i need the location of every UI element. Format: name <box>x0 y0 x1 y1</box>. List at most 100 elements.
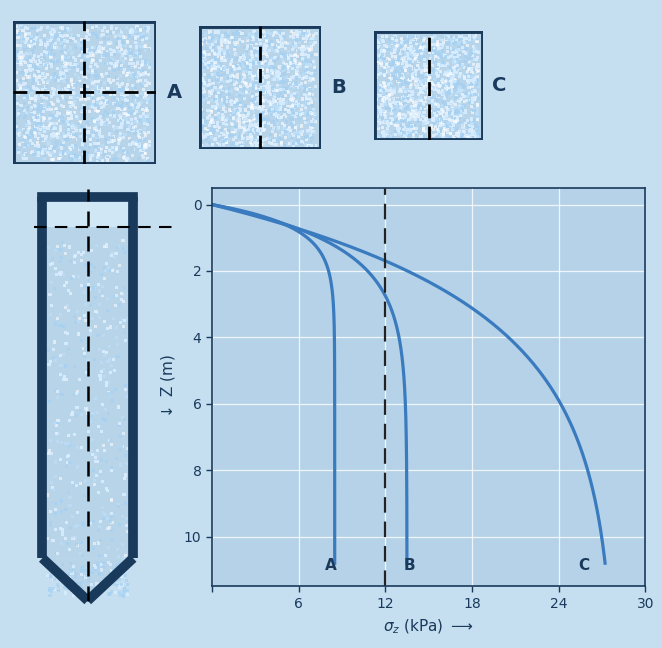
Point <box>115 60 126 71</box>
Point <box>433 75 444 85</box>
Point <box>408 70 418 80</box>
Point <box>292 34 303 45</box>
Point <box>241 43 252 54</box>
Point <box>220 56 230 66</box>
Point <box>418 87 429 97</box>
Point <box>83 127 93 137</box>
Point <box>97 288 107 299</box>
Point <box>222 65 232 75</box>
Point <box>379 83 389 93</box>
Point <box>402 51 412 61</box>
Point <box>42 533 52 544</box>
Point <box>115 135 125 146</box>
Point <box>70 69 81 79</box>
Point <box>424 104 435 114</box>
Point <box>126 119 137 129</box>
Point <box>33 106 44 117</box>
Point <box>127 80 138 91</box>
Point <box>449 116 460 126</box>
Point <box>70 572 80 582</box>
Point <box>60 59 71 69</box>
Point <box>87 313 97 323</box>
Point <box>388 64 399 74</box>
Point <box>202 113 213 124</box>
Point <box>379 47 389 57</box>
Point <box>464 119 475 129</box>
Point <box>372 107 383 117</box>
Point <box>250 119 261 130</box>
Point <box>56 155 66 165</box>
Point <box>14 104 24 114</box>
Point <box>88 28 99 38</box>
Point <box>30 114 40 124</box>
Point <box>422 78 433 89</box>
Point <box>63 345 73 355</box>
Point <box>95 88 106 98</box>
Point <box>389 96 400 106</box>
Point <box>33 93 44 103</box>
Point <box>124 133 135 143</box>
Point <box>413 102 424 112</box>
Point <box>198 141 209 151</box>
Point <box>430 75 440 85</box>
Point <box>144 89 154 99</box>
Point <box>87 78 97 88</box>
Point <box>81 404 92 414</box>
Point <box>35 35 46 45</box>
Point <box>73 62 83 72</box>
Point <box>144 44 154 54</box>
Point <box>266 99 277 110</box>
Point <box>63 147 73 157</box>
Point <box>34 112 45 122</box>
Point <box>449 133 459 143</box>
Point <box>462 75 473 86</box>
Point <box>374 93 385 104</box>
Point <box>219 93 230 103</box>
Point <box>394 71 404 81</box>
Point <box>77 146 88 156</box>
Point <box>22 86 32 97</box>
Point <box>205 113 215 124</box>
Point <box>61 59 71 69</box>
Point <box>444 115 455 125</box>
Point <box>434 78 444 88</box>
Point <box>50 498 61 509</box>
Point <box>438 116 448 126</box>
Point <box>245 119 256 130</box>
Point <box>470 132 481 142</box>
Point <box>244 30 255 41</box>
Point <box>257 111 267 121</box>
Point <box>449 32 460 43</box>
Point <box>400 65 410 75</box>
Point <box>93 105 104 115</box>
Point <box>24 91 34 101</box>
Point <box>105 78 116 88</box>
Point <box>455 57 465 67</box>
Point <box>117 590 127 600</box>
Point <box>226 95 236 106</box>
Point <box>201 93 212 104</box>
Point <box>27 131 38 141</box>
Point <box>402 102 413 112</box>
Point <box>64 108 74 119</box>
Point <box>414 91 425 102</box>
Point <box>286 82 297 92</box>
Point <box>410 106 420 116</box>
Point <box>473 93 484 104</box>
Point <box>432 36 443 47</box>
Point <box>283 124 294 135</box>
Point <box>308 126 319 137</box>
Point <box>381 100 391 111</box>
Point <box>428 113 439 124</box>
Point <box>293 64 303 75</box>
Point <box>62 30 73 41</box>
Point <box>228 134 239 145</box>
Point <box>270 130 281 140</box>
Point <box>196 119 207 129</box>
Point <box>375 56 386 66</box>
Point <box>49 84 60 95</box>
Point <box>142 105 153 115</box>
Point <box>117 50 128 60</box>
Point <box>248 45 258 55</box>
Point <box>450 116 461 126</box>
